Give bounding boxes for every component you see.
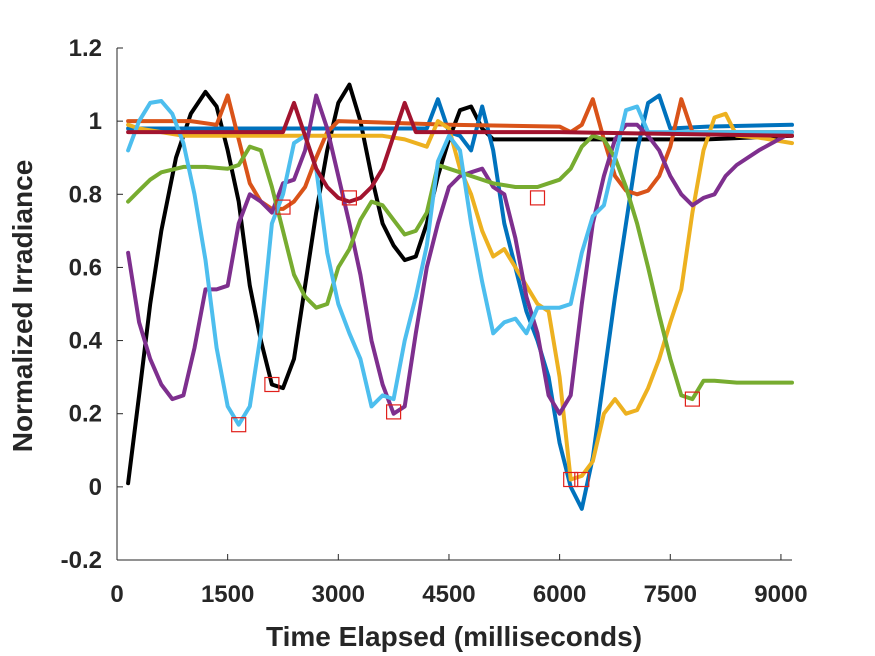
marker-square-4 <box>341 190 357 206</box>
series-line-7 <box>126 99 794 427</box>
marker-square-8 <box>574 471 590 488</box>
marker-square-1 <box>231 417 247 433</box>
y-tick-label: -0.2 <box>61 547 102 574</box>
y-tick-label: 1 <box>89 108 102 135</box>
series-line-1 <box>126 82 794 486</box>
series-line-8 <box>126 100 794 204</box>
x-tick-label: 3000 <box>312 581 365 608</box>
marker-square-3 <box>275 199 291 215</box>
marker-group <box>231 190 701 488</box>
x-tick-label: 7500 <box>644 581 697 608</box>
y-tick-label: 0.4 <box>69 328 103 355</box>
marker-square-6 <box>529 190 546 206</box>
marker-square-2 <box>264 376 280 393</box>
series-line-3 <box>126 93 794 211</box>
y-tick-label: 0.8 <box>69 181 102 208</box>
y-axis-title: Normalized Irradiance <box>7 160 38 453</box>
series-line-5 <box>126 93 794 416</box>
x-axis-title: Time Elapsed (milliseconds) <box>266 621 642 652</box>
x-tick-label: 0 <box>110 581 123 608</box>
x-tick-label: 9000 <box>754 581 807 608</box>
x-tick-label: 1500 <box>201 581 254 608</box>
y-tick-label: 1.2 <box>69 35 102 62</box>
tick-labels: 0 1500 3000 4500 6000 7500 9000 -0.2 0 0.2 0.4 0.6 0… <box>61 35 808 608</box>
axes <box>116 47 792 561</box>
x-tick-label: 4500 <box>422 581 475 608</box>
marker-square-5 <box>386 404 402 420</box>
marker-square-7 <box>563 471 579 488</box>
y-tick-label: 0.6 <box>69 254 102 281</box>
x-tick-label: 6000 <box>533 581 586 608</box>
y-tick-label: 0 <box>89 474 102 501</box>
y-tick-label: 0.2 <box>69 401 102 428</box>
series-lines <box>126 82 794 511</box>
marker-square-9 <box>684 391 701 407</box>
